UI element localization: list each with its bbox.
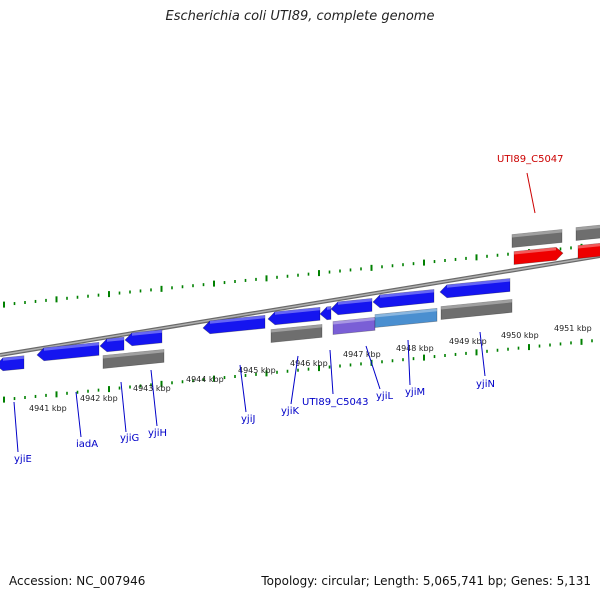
gene-yjiH-shine	[132, 329, 162, 336]
kbp-label: 4947 kbp	[343, 350, 381, 359]
gene-gray-5-shine	[576, 225, 600, 231]
gene-yjiL	[330, 298, 373, 316]
gene-yjiM	[372, 289, 435, 309]
gene-red-2-body	[577, 242, 600, 259]
gene-yjiE	[0, 355, 25, 372]
gene-yjiK-shine	[275, 307, 320, 315]
gene-teal-segment-body	[374, 307, 438, 328]
gene-gray-4-shine	[512, 229, 562, 238]
gene-gray-4	[511, 229, 563, 248]
kbp-label: 4941 kbp	[29, 404, 67, 413]
gene-yjiN	[439, 278, 511, 299]
lower-tick-row	[3, 338, 593, 403]
gene-yjiM-shine	[380, 289, 434, 298]
kbp-label: 4949 kbp	[449, 337, 487, 346]
gene-yjiE-body	[0, 355, 25, 372]
gene-yjiH-body	[124, 329, 163, 347]
kbp-label: 4944 kbp	[186, 375, 224, 384]
gene-teal-segment-shine	[375, 308, 437, 318]
gene-leader-line	[329, 349, 334, 395]
gene-yjiK	[267, 306, 321, 326]
gene-yjiL-shine	[338, 298, 372, 305]
gene-label[interactable]: yjiK	[281, 406, 299, 417]
gene-gray-5	[575, 224, 600, 241]
gene-red-2	[577, 242, 600, 259]
gene-gray-2	[270, 324, 323, 343]
genome-backbone-highlight	[0, 255, 600, 356]
accession-text: Accession: NC_007946	[9, 574, 146, 588]
gene-leader-line	[150, 369, 158, 427]
gene-label[interactable]: yjiJ	[241, 414, 255, 425]
gene-UTI89_C5047-shine	[514, 247, 556, 255]
gene-label[interactable]: yjiE	[14, 454, 32, 465]
gene-label[interactable]: yjiH	[148, 428, 167, 439]
gene-yjiG-body	[99, 336, 125, 353]
gene-UTI89_C5047	[513, 246, 564, 265]
kbp-label: 4946 kbp	[290, 359, 328, 368]
gene-label[interactable]: yjiN	[476, 379, 495, 390]
genome-title: Escherichia coli UTI89, complete genome	[165, 9, 435, 24]
gene-yjiJ-shine	[210, 315, 265, 324]
gene-label[interactable]: UTI89_C5047	[497, 154, 564, 165]
gene-yjiN-shine	[447, 278, 510, 288]
gene-yjiG-shine	[107, 337, 124, 342]
kbp-label: 4951 kbp	[554, 324, 592, 333]
gene-red-2-shine	[578, 243, 600, 249]
gene-gray-3-shine	[441, 299, 512, 310]
gene-gray-3-body	[440, 299, 513, 320]
gene-purple-segment-body	[332, 316, 376, 335]
gene-UTI89_C5043	[319, 306, 332, 321]
gene-leader-line	[290, 355, 299, 405]
gene-leader-line	[120, 381, 127, 433]
gene-teal-segment	[374, 307, 438, 328]
kbp-label: 4942 kbp	[80, 394, 118, 403]
gene-label[interactable]: yjiG	[120, 433, 139, 444]
gene-label[interactable]: iadA	[76, 439, 98, 450]
gene-iadA-body	[36, 341, 100, 362]
gene-leader-line	[365, 345, 381, 390]
gene-yjiJ-body	[202, 314, 266, 335]
gene-yjiN-body	[439, 278, 511, 299]
gene-yjiK-body	[267, 306, 321, 326]
gene-label[interactable]: yjiL	[376, 391, 393, 402]
gene-gray-1-shine	[103, 349, 164, 359]
gene-yjiE-shine	[3, 355, 24, 361]
kbp-label: 4948 kbp	[396, 344, 434, 353]
gene-label[interactable]: yjiM	[405, 387, 425, 398]
gene-yjiM-body	[372, 289, 435, 309]
kbp-label: 4945 kbp	[238, 366, 276, 375]
gene-UTI89_C5047-body	[513, 246, 564, 265]
gene-UTI89_C5043-body	[319, 306, 332, 321]
gene-gray-4-body	[511, 229, 563, 248]
gene-purple-segment-shine	[333, 317, 375, 325]
upper-tick-row	[3, 243, 593, 308]
gene-iadA	[36, 341, 100, 362]
gene-leader-line	[407, 339, 411, 386]
gene-gray-2-body	[270, 324, 323, 343]
kbp-label: 4943 kbp	[133, 384, 171, 393]
gene-yjiJ	[202, 314, 266, 335]
gene-leader-line	[239, 364, 247, 413]
gene-gray-1-body	[102, 349, 165, 369]
gene-gray-3	[440, 299, 513, 320]
gene-leader-line	[13, 401, 19, 453]
gene-gray-1	[102, 349, 165, 369]
gene-iadA-shine	[44, 342, 99, 351]
gene-leader-line	[75, 391, 82, 438]
gene-gray-5-body	[575, 224, 600, 241]
gene-yjiH	[124, 329, 163, 347]
gene-leader-line	[526, 172, 536, 214]
gene-leader-line	[479, 331, 486, 377]
topology-text: Topology: circular; Length: 5,065,741 bp…	[261, 574, 591, 588]
gene-label[interactable]: UTI89_C5043	[302, 397, 369, 408]
gene-purple-segment	[332, 316, 376, 335]
gene-yjiG	[99, 336, 125, 353]
gene-yjiL-body	[330, 298, 373, 316]
gene-UTI89_C5043-shine	[327, 306, 331, 310]
gene-gray-2-shine	[271, 324, 322, 333]
kbp-label: 4950 kbp	[501, 331, 539, 340]
